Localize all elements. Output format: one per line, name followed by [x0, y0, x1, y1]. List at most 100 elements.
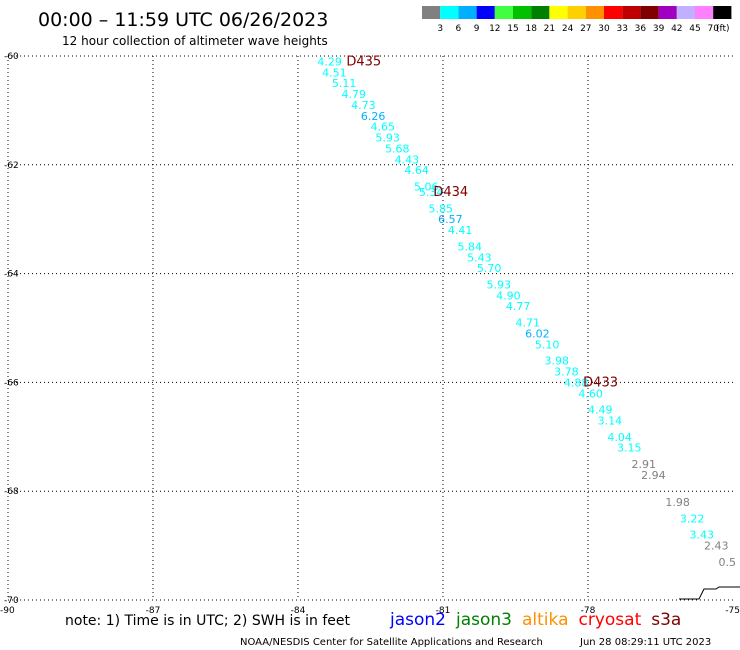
wave-height-label: 5.06: [414, 181, 439, 194]
legend-swatch: [567, 6, 586, 19]
legend-unit: (ft): [716, 24, 730, 34]
legend-label: 3: [437, 24, 443, 34]
legend-label: 36: [635, 24, 647, 34]
wave-height-label: 4.65: [371, 121, 396, 134]
wave-height-label: 1.98: [665, 496, 690, 509]
legend-swatch: [676, 6, 695, 19]
footer-note: note: 1) Time is in UTC; 2) SWH is in fe…: [65, 613, 351, 629]
wave-height-label: 5.34: [419, 186, 444, 199]
wave-height-label: 5.93: [375, 132, 400, 145]
pass-id-label: D433: [583, 375, 618, 390]
x-tick-label: -87: [146, 606, 161, 616]
color-scale-legend: 3 6 9 12 15 18 21 24 27 30 33 36 39 42 45 70(ft): [422, 6, 732, 34]
legend-label: 42: [671, 24, 682, 34]
satellite-label: jason3: [455, 610, 512, 630]
legend-label: 45: [689, 24, 700, 34]
wave-height-label: 5.70: [477, 262, 502, 275]
legend-label: 9: [474, 24, 480, 34]
x-tick-label: -75: [725, 606, 740, 616]
wave-height-label: 5.84: [458, 240, 483, 253]
wave-height-label: 4.41: [448, 224, 473, 237]
wave-height-label: 3.43: [690, 529, 715, 542]
wave-height-label: 3.98: [545, 355, 570, 368]
wave-height-label: 3.22: [680, 512, 705, 525]
map-grid: [7, 55, 733, 601]
legend-swatch: [458, 6, 477, 19]
satellite-label: s3a: [651, 610, 681, 630]
legend-swatch: [549, 6, 568, 19]
wave-height-label: 5.93: [487, 278, 512, 291]
wave-height-label: 4.73: [351, 99, 376, 112]
wave-height-label: 5.11: [332, 77, 357, 90]
y-tick-label: -64: [4, 270, 19, 280]
legend-label: 70: [707, 24, 719, 34]
legend-label: 27: [580, 24, 591, 34]
wave-height-label: 6.57: [438, 213, 463, 226]
legend-swatch: [422, 6, 441, 19]
pass-labels: D435 D434 D433: [346, 54, 618, 390]
legend-swatch: [476, 6, 495, 19]
legend-swatch: [640, 6, 659, 19]
wave-height-label: 4.04: [607, 431, 632, 444]
legend-label: 6: [456, 24, 462, 34]
legend-label: 33: [616, 24, 627, 34]
y-tick-label: -66: [4, 378, 19, 388]
y-tick-label: -62: [4, 161, 19, 171]
y-tick-label: -60: [4, 52, 19, 62]
legend-swatch: [713, 6, 732, 19]
wave-height-label: 4.43: [395, 153, 420, 166]
wave-height-label: 4.60: [578, 387, 603, 400]
legend-swatch: [531, 6, 550, 19]
legend-label: 12: [489, 24, 500, 34]
wave-height-label: 5.85: [429, 202, 454, 215]
wave-height-label: 0.5: [719, 556, 737, 569]
legend-swatch: [585, 6, 604, 19]
wave-height-label: 4.29: [317, 55, 342, 68]
wave-height-label: 5.43: [467, 251, 492, 264]
x-tick-label: -78: [581, 606, 596, 616]
satellite-label: jason2: [389, 610, 446, 630]
legend-label: 39: [653, 24, 665, 34]
legend-swatch: [695, 6, 714, 19]
wave-height-label: 4.77: [506, 300, 531, 313]
wave-height-label: 4.79: [342, 88, 367, 101]
coastline: [679, 586, 740, 600]
satellite-label: altika: [522, 610, 569, 630]
timestamp-text: Jun 28 08:29:11 UTC 2023: [579, 637, 711, 648]
legend-label: 24: [562, 24, 574, 34]
legend-label: 30: [598, 24, 610, 34]
wave-height-label: 3.15: [617, 442, 642, 455]
chart-subtitle: 12 hour collection of altimeter wave hei…: [62, 34, 328, 48]
wave-height-label: 4.64: [404, 164, 429, 177]
wave-height-label: 4.49: [588, 404, 613, 417]
legend-label: 21: [544, 24, 555, 34]
x-tick-label: -81: [436, 606, 451, 616]
wave-height-labels: 4.294.515.114.794.736.264.655.935.684.43…: [317, 55, 736, 568]
legend-label: 18: [525, 24, 537, 34]
satellite-label: cryosat: [579, 610, 642, 630]
wave-height-label: 4.71: [516, 317, 541, 330]
legend-swatch: [658, 6, 677, 19]
x-tick-label: -90: [0, 606, 15, 616]
credit-text: NOAA/NESDIS Center for Satellite Applica…: [240, 637, 543, 648]
chart-title: 00:00 – 11:59 UTC 06/26/2023: [38, 9, 328, 31]
satellite-legend: jason2 jason3 altika cryosat s3a: [389, 610, 681, 630]
x-tick-label: -84: [291, 606, 306, 616]
wave-height-label: 6.02: [525, 327, 550, 340]
wave-height-label: 4.88: [564, 376, 589, 389]
wave-height-label: 4.90: [496, 289, 520, 302]
legend-label: 15: [507, 24, 518, 34]
pass-id-label: D435: [346, 54, 381, 69]
y-tick-label: -68: [4, 487, 19, 497]
wave-height-label: 6.26: [361, 110, 386, 123]
wave-height-label: 3.14: [598, 414, 623, 427]
wave-height-label: 4.51: [322, 66, 347, 79]
wave-height-label: 5.68: [385, 142, 410, 155]
legend-swatch: [604, 6, 623, 19]
legend-swatch: [440, 6, 459, 19]
wave-height-label: 5.10: [535, 338, 560, 351]
legend-swatch: [622, 6, 641, 19]
y-tick-label: -70: [4, 596, 19, 606]
wave-height-label: 3.78: [554, 366, 579, 379]
